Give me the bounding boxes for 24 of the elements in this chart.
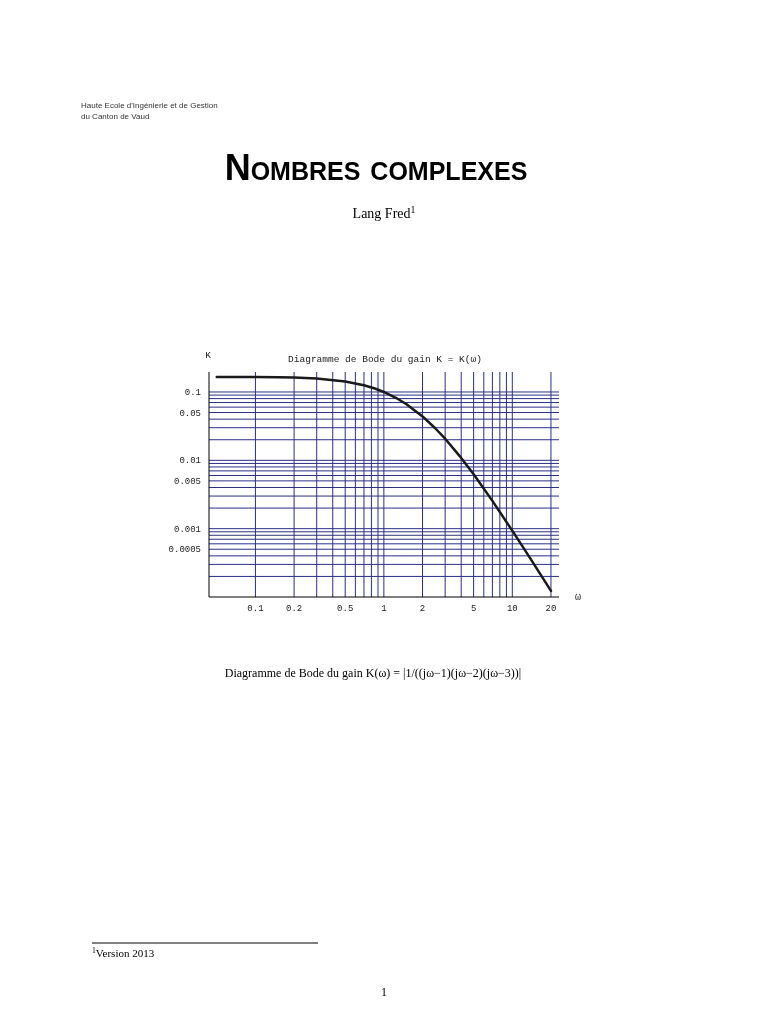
- text: Lang Fred$^{1}$: [352, 203, 416, 221]
- text: Nombres complexes: [224, 147, 528, 188]
- x-tick-label: 2: [419, 604, 426, 614]
- x-tick-label: 1: [381, 604, 387, 614]
- y-tick-label: 0.01: [179, 456, 201, 467]
- chart-title: Diagramme de Bode du gain K = K(ω): [288, 354, 482, 365]
- x-tick-label: 0.2: [285, 604, 303, 614]
- text: Diagramme de Bode du gain K(ω) = |1/((jω−1)(jω−2)(jω−3))|: [224, 666, 522, 680]
- x-axis-title: ω: [574, 592, 582, 603]
- x-tick-label: 20: [545, 604, 557, 614]
- y-tick-label: 0.005: [173, 476, 201, 487]
- text: 1: [381, 985, 387, 999]
- y-tick-label: 0.0005: [168, 545, 201, 556]
- x-tick-label: 0.1: [247, 604, 264, 614]
- text: $^{1}$Version 2013: [92, 945, 155, 959]
- y-tick-label: 0.1: [184, 387, 201, 398]
- text: Haute Ecole d'Ingénierie et de Gestion: [81, 101, 218, 110]
- x-tick-label: 0.5: [337, 604, 354, 614]
- y-tick-label: 0.05: [179, 408, 201, 419]
- y-axis-title: K: [205, 350, 212, 361]
- x-tick-label: 5: [470, 604, 477, 614]
- x-tick-label: 10: [506, 604, 518, 614]
- text: du Canton de Vaud: [81, 112, 150, 121]
- y-tick-label: 0.001: [173, 524, 201, 535]
